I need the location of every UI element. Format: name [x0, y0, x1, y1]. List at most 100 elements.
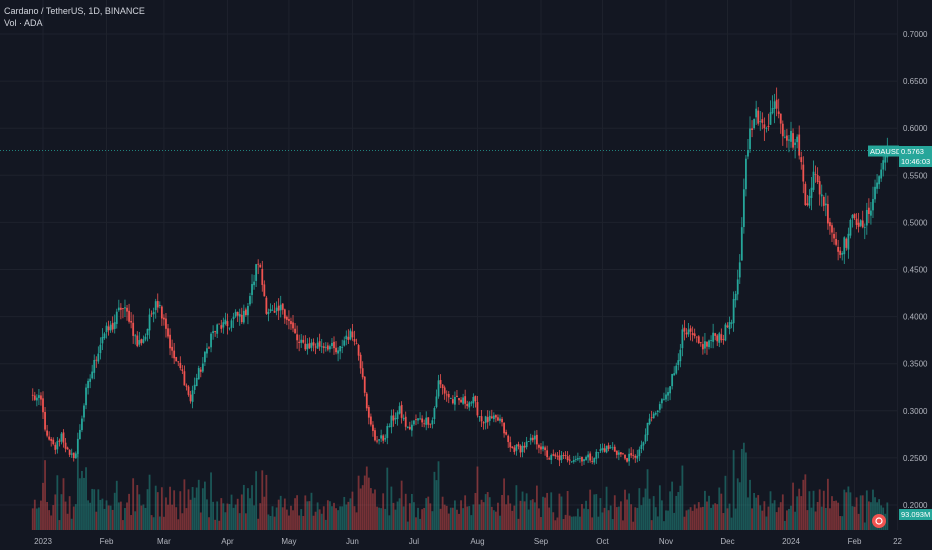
candle-body	[302, 339, 305, 343]
x-tick-label: Sep	[534, 537, 549, 546]
x-tick-label: Oct	[596, 537, 609, 546]
x-tick-label: Dec	[720, 537, 734, 546]
candle-body	[160, 306, 163, 319]
volume-bar	[372, 493, 374, 530]
volume-legend[interactable]: Vol · ADA	[4, 18, 43, 28]
y-tick-label: 0.5500	[903, 171, 928, 180]
candle-body	[312, 342, 315, 346]
candle-body	[417, 418, 419, 421]
candle-body	[101, 336, 104, 344]
candle-body	[687, 329, 690, 335]
volume-bar	[240, 494, 243, 530]
y-tick-label: 0.3500	[903, 360, 928, 369]
candle-body	[718, 333, 721, 343]
candle-body	[421, 418, 424, 423]
candle-body	[173, 350, 176, 359]
candle-body	[728, 322, 731, 330]
candle-body	[35, 397, 38, 401]
candle-body	[68, 449, 71, 455]
volume-bar	[222, 503, 225, 530]
candle-body	[710, 340, 712, 341]
candle-body	[396, 412, 399, 420]
volume-bar	[74, 504, 77, 530]
volume-bar	[552, 512, 555, 530]
volume-bar	[408, 503, 411, 530]
volume-bar	[52, 505, 55, 530]
candle-body	[859, 220, 862, 226]
volume-bar	[234, 504, 237, 530]
volume-bar	[820, 506, 823, 530]
candle-body	[806, 203, 809, 205]
candle-body	[699, 342, 702, 344]
price-axis[interactable]: 0.7000 0.6500 0.6000 0.5500 0.5000 0.4500 0.40…	[903, 30, 928, 510]
volume-bar	[786, 510, 788, 530]
candle-body	[527, 441, 530, 442]
candle-body	[447, 394, 450, 398]
volume-bar	[773, 500, 776, 530]
volume-bar	[410, 493, 413, 530]
volume-bar	[226, 503, 229, 530]
volume-bar	[447, 513, 450, 530]
volume-bar	[597, 516, 600, 530]
volume-bar	[142, 504, 145, 530]
volume-bar	[853, 506, 856, 530]
candle-body	[193, 384, 196, 390]
candle-body	[833, 233, 835, 239]
volume-bar	[484, 494, 487, 530]
x-tick-label: Jul	[409, 537, 419, 546]
volume-bar	[615, 507, 618, 530]
volume-bar	[210, 472, 212, 530]
chart-grid	[0, 0, 899, 530]
volume-bar	[708, 495, 710, 530]
volume-bar	[515, 485, 518, 530]
volume-bar	[257, 518, 260, 530]
volume-bar	[757, 495, 760, 530]
volume-bar	[302, 516, 305, 530]
volume-bar	[158, 516, 161, 530]
candle-body	[517, 444, 520, 447]
candle-body	[372, 424, 374, 431]
volume-bar	[365, 466, 368, 530]
volume-bar	[535, 485, 538, 530]
volume-bar	[294, 498, 296, 530]
volume-bar	[138, 494, 141, 530]
candle-body	[642, 442, 645, 446]
candle-body	[413, 420, 415, 425]
candle-body	[482, 422, 485, 424]
candle-body	[624, 454, 626, 459]
volume-bar	[779, 502, 782, 530]
volume-bar	[306, 501, 309, 530]
volume-bar	[808, 491, 811, 530]
volume-bar	[83, 477, 85, 530]
volume-bar	[384, 508, 387, 530]
symbol-title[interactable]: Cardano / TetherUS, 1D, BINANCE	[4, 6, 145, 16]
candle-body	[230, 320, 233, 328]
volume-bar	[304, 495, 307, 530]
candle-body	[429, 423, 432, 425]
candle-body	[759, 121, 762, 122]
candle-body	[786, 135, 788, 141]
candle-body	[843, 237, 846, 255]
volume-bar	[402, 506, 405, 530]
logo-icon[interactable]	[872, 514, 886, 528]
time-axis[interactable]: 2023 Feb Mar Apr May Jun Jul Aug Sep Oct Nov Dec 202…	[34, 537, 902, 546]
candle-body	[581, 456, 583, 462]
candle-body	[870, 210, 872, 216]
volume-bar	[107, 505, 110, 530]
candle-body	[456, 395, 458, 397]
candle-body	[669, 386, 671, 394]
candle-body	[87, 380, 89, 389]
candle-body	[620, 452, 622, 455]
candle-body	[134, 335, 137, 337]
volume-bar	[199, 512, 202, 530]
candle-body	[347, 336, 350, 341]
volume-bar	[826, 478, 829, 530]
candlestick-series[interactable]	[31, 87, 889, 467]
candle-body	[878, 176, 881, 185]
y-tick-label: 0.6500	[903, 77, 928, 86]
volume-bar	[712, 504, 715, 530]
candle-body	[165, 318, 167, 329]
candle-body	[499, 418, 501, 421]
candle-body	[523, 445, 526, 448]
